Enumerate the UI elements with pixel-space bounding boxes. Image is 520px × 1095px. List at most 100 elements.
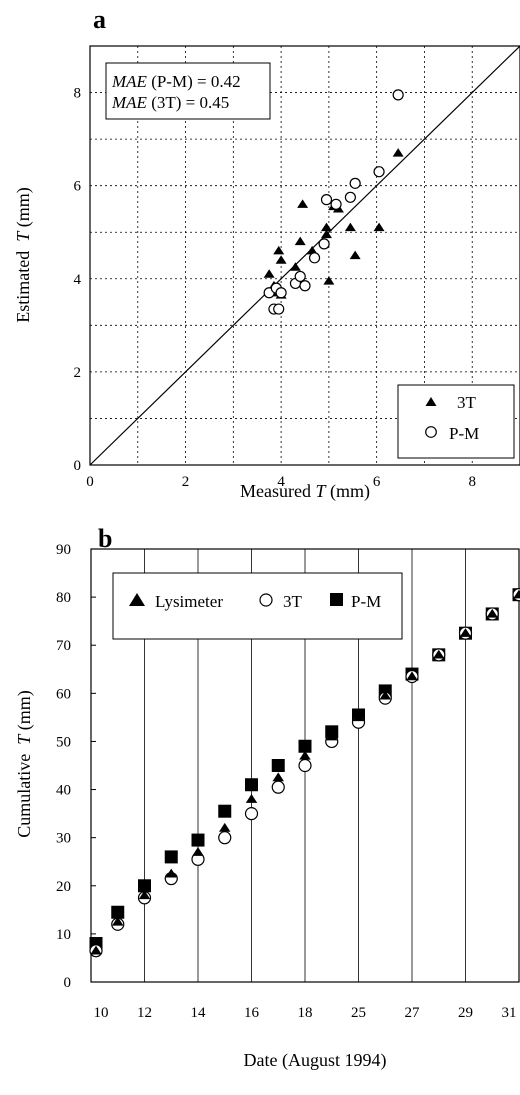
legend-b-lysimeter-label: Lysimeter	[155, 592, 223, 611]
panel-b-y-tick-label: 0	[64, 975, 72, 991]
panel-b-y-tick-label: 50	[56, 734, 71, 750]
panel-b-point-lysimeter	[272, 772, 284, 782]
panel-a-point-p-m	[308, 252, 321, 264]
panel-b-y-tick-label: 20	[56, 879, 71, 895]
panel-b-point-lysimeter	[165, 868, 177, 878]
panel-a-y-axis-label-suffix: (mm)	[13, 187, 34, 232]
panel-b-point-lysimeter	[352, 712, 365, 722]
panel-b-point-p-m	[298, 739, 312, 753]
panel-b-y-tick-label: 30	[56, 831, 71, 847]
panel-a-y-axis-label-prefix: Estimated	[13, 242, 33, 323]
panel-a-legend-frame	[397, 384, 515, 459]
panel-b-x-axis-label: Date (August 1994)	[244, 1050, 387, 1071]
legend-b-pm-label: P-M	[351, 592, 381, 611]
panel-a-point-3t	[273, 245, 285, 255]
panel-a-point-p-m	[275, 287, 287, 299]
panel-b-x-tick-label: 27	[405, 1005, 421, 1021]
panel-b-y-axis-label-var: T	[14, 733, 34, 745]
panel-b-legend: Lysimeter 3T P-M	[112, 572, 403, 640]
panel-a-point-p-m	[349, 177, 361, 189]
panel-a-y-tick-label: 6	[74, 179, 82, 195]
panel-a-point-3t	[373, 222, 385, 232]
panel-b-x-tick-label: 10	[94, 1005, 109, 1021]
panel-a-point-p-m	[330, 198, 342, 210]
panel-a-point-p-m	[273, 303, 285, 315]
mae-3t-text: MAE (3T) = 0.45	[111, 93, 229, 112]
panel-a-x-tick-label: 4	[277, 474, 285, 490]
panel-a-y-tick-label: 4	[74, 272, 82, 288]
panel-a-x-axis-label-prefix: Measured	[240, 481, 315, 501]
panel-a-point-p-m	[318, 238, 330, 250]
legend-b-pm-marker	[330, 593, 343, 606]
mae-pm-label: MAE	[111, 72, 148, 91]
panel-a-point-p-m	[320, 194, 333, 206]
panel-a-y-axis-label-var: T	[13, 230, 33, 242]
panel-a-x-axis-label-suffix: (mm)	[326, 481, 371, 502]
panel-b-point-p-m	[164, 850, 178, 864]
panel-b-point-lysimeter	[112, 916, 124, 926]
panel-a-point-p-m	[373, 166, 385, 178]
panel-b-point-p-m	[138, 879, 151, 893]
panel-a-x-tick-label: 0	[86, 474, 94, 490]
panel-a-y-tick-label: 8	[74, 86, 82, 102]
panel-b-point-p-m	[271, 759, 285, 772]
panel-a-point-3t	[344, 222, 356, 232]
mae-3t-value: (3T) = 0.45	[147, 93, 229, 112]
mae-pm-text: MAE (P-M) = 0.42	[111, 72, 241, 91]
panel-a-point-3t	[275, 255, 287, 264]
panel-b-y-tick-label: 60	[56, 686, 71, 702]
panel-b-y-tick-label: 70	[56, 638, 71, 654]
panel-a-point-p-m	[299, 280, 311, 292]
panel-a-x-tick-label: 6	[373, 474, 381, 490]
panel-b-point-lysimeter	[192, 846, 204, 856]
panel-b: b 10 12 14 16 18 25 27 29 31 0 10 20 30 40 50 60 70 80 90…	[14, 524, 520, 1071]
panel-b-x-tick-label: 12	[137, 1005, 152, 1021]
panel-a-x-tick-label: 2	[182, 474, 190, 490]
panel-a-point-3t	[297, 199, 309, 208]
panel-a-points	[263, 89, 404, 315]
panel-a-point-3t	[289, 262, 301, 271]
panel-a-x-axis-label: Measured T (mm)	[240, 481, 370, 502]
panel-b-point-p-m	[218, 804, 232, 818]
panel-b-point-lysimeter	[245, 794, 258, 803]
panel-a-plot-frame	[89, 45, 520, 466]
panel-b-y-ticks: 0 10 20 30 40 50 60 70 80 90	[56, 542, 71, 991]
panel-a-mae-frame	[105, 62, 271, 120]
panel-b-point-lysimeter	[406, 671, 418, 681]
panel-b-point-lysimeter	[326, 731, 338, 741]
panel-a-y-tick-label: 0	[74, 458, 82, 474]
panel-a-point-3t	[392, 148, 404, 157]
panel-a-legend: 3T P-M	[397, 384, 515, 459]
panel-b-y-axis-label-suffix: (mm)	[14, 690, 35, 735]
panel-b-point-lysimeter	[459, 628, 472, 637]
panel-b-y-tick-label: 80	[56, 590, 71, 606]
panel-b-y-tick-label: 90	[56, 542, 71, 558]
legend-b-3t-marker	[259, 593, 273, 607]
panel-a-one-to-one-line	[89, 45, 520, 466]
panel-a-x-ticks: 0 2 4 6 8	[86, 474, 476, 490]
panel-a-point-p-m	[294, 270, 306, 283]
panel-b-x-tick-label: 18	[298, 1005, 313, 1021]
panel-b-point-3t	[218, 831, 232, 845]
panel-b-legend-frame	[112, 572, 403, 640]
panel-b-y-axis-label-prefix: Cumulative	[14, 745, 34, 838]
panel-b-y-tick-label: 10	[56, 927, 71, 943]
panel-b-plot-frame	[90, 548, 520, 983]
panel-b-point-lysimeter	[513, 589, 520, 599]
panel-a-point-3t	[321, 229, 332, 239]
mae-pm-value: (P-M) = 0.42	[147, 72, 241, 91]
panel-a-point-3t	[321, 222, 332, 232]
panel-b-x-tick-label: 14	[191, 1005, 207, 1021]
legend-a-pm-marker	[425, 426, 437, 438]
panel-b-x-ticks: 10 12 14 16 18 25 27 29 31	[94, 1005, 517, 1021]
legend-b-3t-label: 3T	[283, 592, 303, 611]
panel-a-y-tick-label: 2	[74, 365, 82, 381]
panel-a-point-p-m	[344, 191, 356, 203]
panel-b-point-p-m	[245, 778, 258, 792]
panel-a-label: a	[93, 5, 106, 34]
panel-a-mae-box: MAE (P-M) = 0.42 MAE (3T) = 0.45	[105, 62, 271, 120]
panel-a-y-axis-label: Estimated T (mm)	[13, 187, 34, 323]
panel-b-point-3t	[298, 758, 312, 773]
panel-a-point-3t	[263, 269, 275, 278]
